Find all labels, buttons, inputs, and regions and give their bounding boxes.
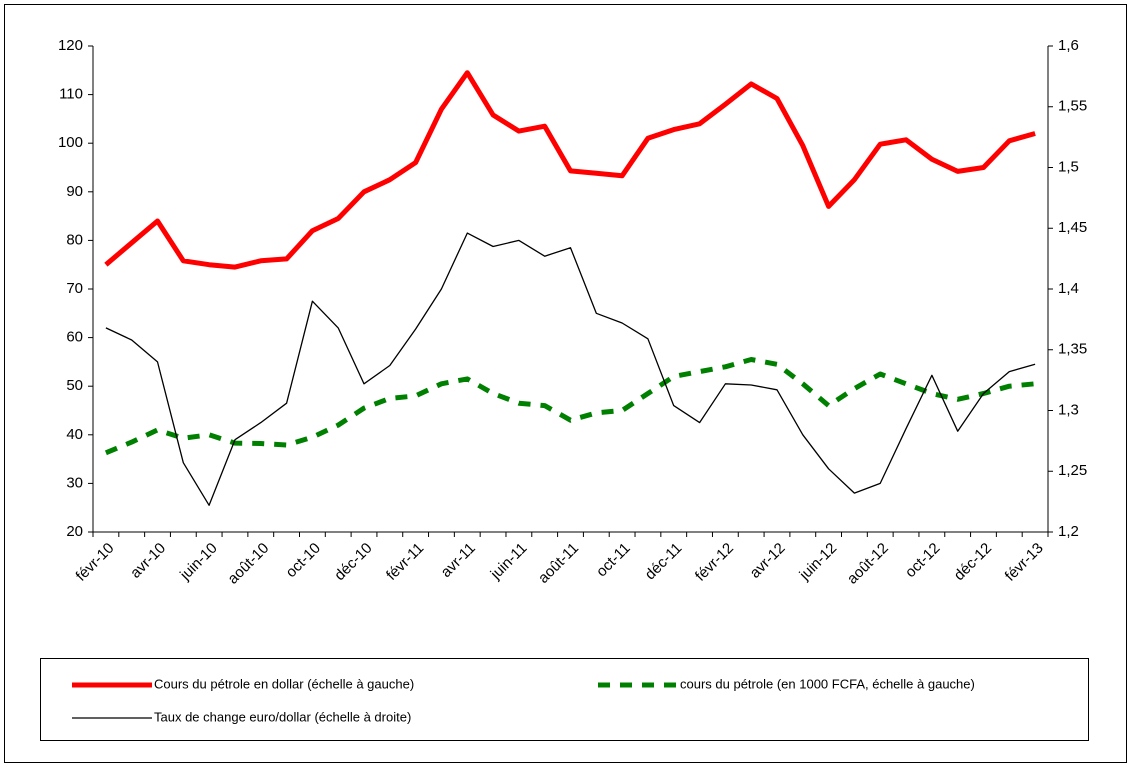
y-tick-label: 80 (66, 231, 83, 248)
legend-label: cours du pétrole (en 1000 FCFA, échelle … (680, 676, 975, 691)
y-tick-label: 110 (59, 86, 83, 103)
y-tick-label: 40 (66, 426, 83, 443)
series-line (104, 357, 1036, 456)
y2-tick-label: 1,25 (1058, 462, 1087, 479)
legend: Cours du pétrole en dollar (échelle à ga… (72, 676, 975, 724)
y-tick-label: 20 (66, 523, 83, 540)
y2-tick-label: 1,5 (1058, 158, 1079, 175)
y2-tick-label: 1,35 (1058, 341, 1087, 358)
legend-label: Taux de change euro/dollar (échelle à dr… (154, 709, 411, 724)
y-tick-label: 70 (66, 280, 83, 297)
y-tick-label: 50 (66, 377, 83, 394)
y2-tick-label: 1,2 (1058, 523, 1079, 540)
series-line (104, 70, 1036, 270)
chart-frame (4, 4, 1127, 763)
y-tick-label: 120 (58, 37, 83, 54)
y-tick-label: 100 (58, 134, 83, 151)
legend-label: Cours du pétrole en dollar (échelle à ga… (154, 676, 414, 691)
y2-tick-label: 1,55 (1058, 98, 1087, 115)
y2-tick-label: 1,4 (1058, 280, 1079, 297)
y2-tick-label: 1,3 (1058, 401, 1079, 418)
y-tick-label: 30 (66, 474, 83, 491)
series-line (105, 232, 1036, 506)
y-tick-label: 90 (66, 183, 83, 200)
y-tick-label: 60 (66, 329, 83, 346)
legend-box (40, 658, 1089, 741)
y2-tick-label: 1,6 (1058, 37, 1079, 54)
y2-tick-label: 1,45 (1058, 219, 1087, 236)
